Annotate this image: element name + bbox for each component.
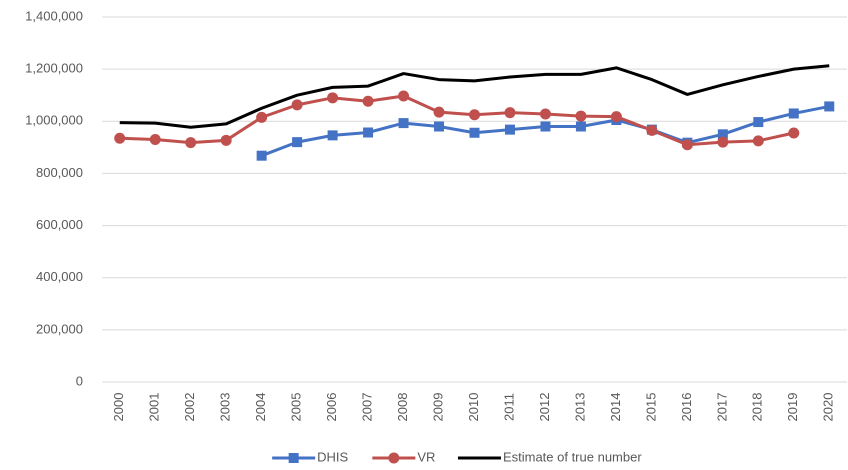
- series-line: [119, 94, 795, 147]
- series: [119, 64, 830, 129]
- y-tick-label: 1,400,000: [25, 8, 83, 23]
- x-tick-label: 2000: [111, 393, 126, 422]
- marker: [327, 130, 338, 141]
- x-tick-label: 2005: [289, 393, 304, 422]
- y-tick-label: 400,000: [36, 269, 83, 284]
- x-tick-label: 2002: [182, 393, 197, 422]
- legend-label: Estimate of true number: [503, 449, 642, 464]
- x-tick-label: 2009: [430, 393, 445, 422]
- marker: [610, 111, 622, 123]
- marker: [256, 111, 268, 123]
- marker: [434, 121, 445, 132]
- legend-item: DHIS: [272, 449, 349, 464]
- legend-item: VR: [372, 449, 435, 464]
- marker: [788, 108, 799, 119]
- marker: [504, 107, 516, 119]
- x-tick-label: 2014: [608, 393, 623, 422]
- y-tick-label: 200,000: [36, 321, 83, 336]
- x-tick-label: 2017: [714, 393, 729, 422]
- marker: [752, 135, 764, 147]
- x-tick-label: 2011: [501, 393, 516, 421]
- marker: [291, 99, 303, 111]
- marker: [398, 118, 409, 129]
- marker: [539, 108, 551, 120]
- marker: [433, 106, 445, 118]
- x-tick-label: 2013: [572, 393, 587, 422]
- marker: [398, 90, 410, 102]
- marker: [363, 127, 374, 138]
- marker: [220, 134, 232, 146]
- legend-marker: [288, 453, 299, 463]
- marker: [469, 109, 480, 121]
- marker: [824, 101, 835, 112]
- legend-label: VR: [417, 449, 435, 464]
- marker: [788, 127, 800, 139]
- y-tick-label: 1,000,000: [25, 113, 83, 128]
- series-line: [119, 64, 830, 129]
- x-tick-label: 2010: [466, 393, 481, 422]
- marker: [681, 139, 693, 151]
- y-tick-label: 1,200,000: [25, 61, 83, 76]
- legend-marker: [388, 452, 400, 464]
- marker: [149, 134, 161, 146]
- x-tick-label: 2007: [360, 393, 375, 422]
- marker: [575, 110, 587, 122]
- x-tick-label: 2019: [785, 393, 800, 422]
- marker: [646, 124, 658, 136]
- marker: [504, 124, 515, 135]
- x-tick-label: 2016: [679, 393, 694, 422]
- x-tick-label: 2012: [537, 393, 552, 422]
- x-tick-label: 2001: [147, 393, 162, 422]
- x-tick-label: 2003: [218, 393, 233, 422]
- legend-label: DHIS: [317, 449, 348, 464]
- marker: [717, 129, 728, 140]
- x-tick-label: 2004: [253, 393, 268, 422]
- x-tick-label: 2008: [395, 393, 410, 422]
- marker: [540, 121, 551, 132]
- marker: [185, 137, 197, 149]
- series: [114, 90, 800, 151]
- marker: [327, 92, 339, 104]
- marker: [114, 132, 126, 144]
- marker: [256, 150, 267, 161]
- x-tick-label: 2018: [750, 393, 765, 422]
- y-tick-label: 600,000: [36, 217, 83, 232]
- marker: [292, 137, 303, 148]
- y-tick-label: 0: [76, 373, 83, 388]
- marker: [362, 95, 374, 107]
- marker: [753, 117, 764, 128]
- legend-item: Estimate of true number: [457, 449, 642, 464]
- x-tick-label: 2015: [643, 393, 658, 422]
- marker: [575, 121, 586, 132]
- series: [256, 101, 835, 161]
- y-tick-label: 800,000: [36, 165, 83, 180]
- x-tick-label: 2006: [324, 393, 339, 422]
- x-tick-label: 2020: [821, 393, 836, 422]
- marker: [717, 136, 729, 148]
- marker: [469, 127, 480, 138]
